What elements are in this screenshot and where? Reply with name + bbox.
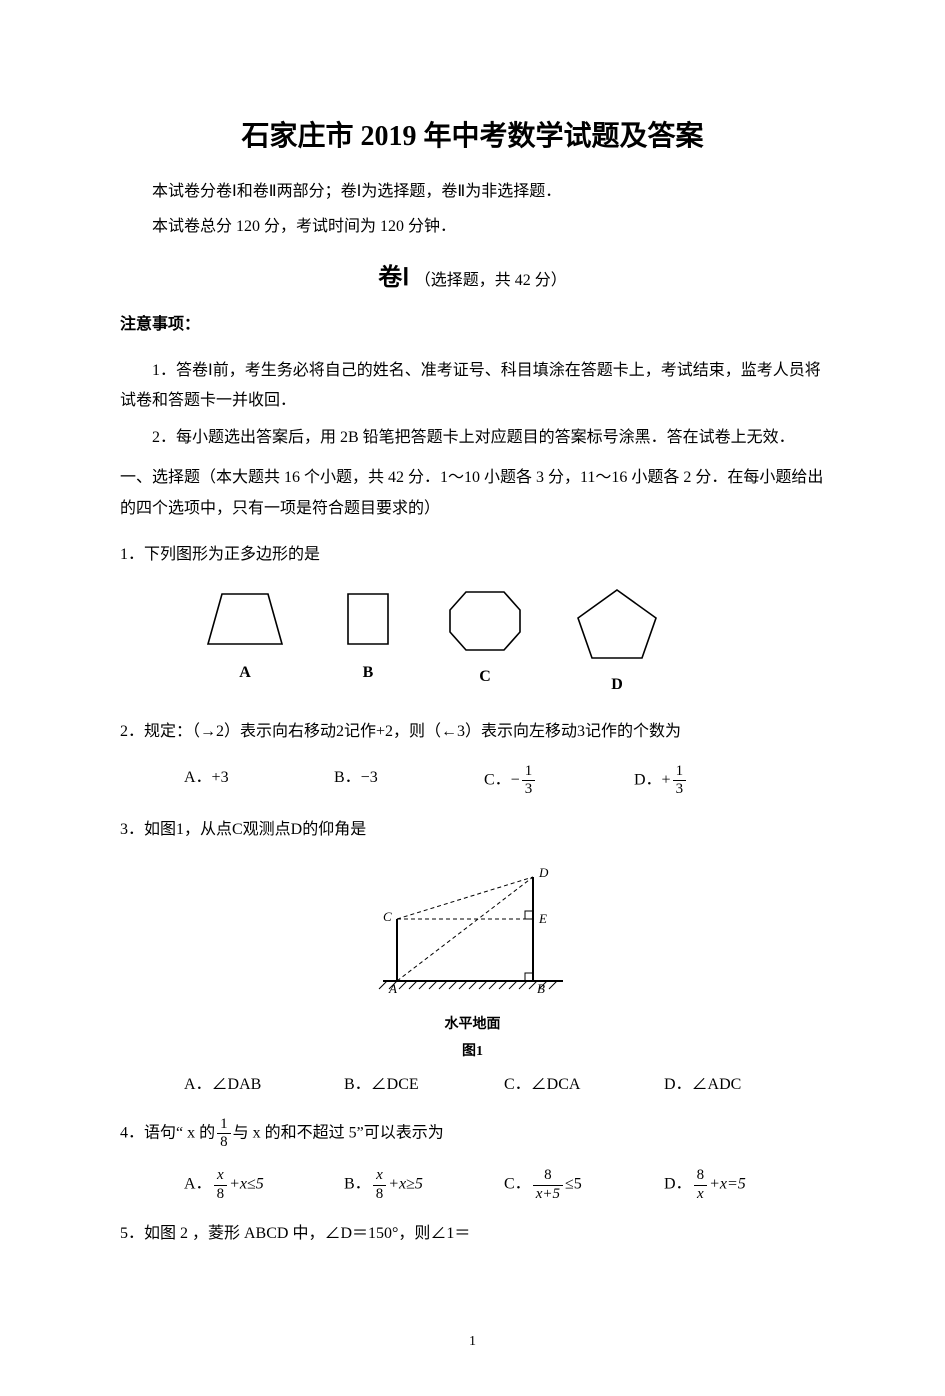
q4-a-num: x	[214, 1167, 228, 1185]
q4-options: A．x8+x≤5 B．x8+x≥5 C．8x+5≤5 D．8x+x=5	[184, 1167, 825, 1203]
q4-d-post: +x=5	[709, 1176, 746, 1193]
q1-label-a: A	[200, 658, 290, 688]
q4-frac-num: 1	[217, 1116, 231, 1134]
q1-label-c: C	[446, 662, 524, 692]
q1-shape-d: D	[572, 586, 662, 700]
q4-c-num: 8	[533, 1167, 563, 1185]
elevation-angle-diagram-icon: A B C D E	[363, 861, 583, 1001]
question-5: 5．如图 2 ，菱形 ABCD 中，∠D＝150°，则∠1＝	[120, 1219, 825, 1249]
q4-c-pre: C．	[504, 1176, 531, 1193]
q4-d-num: 8	[694, 1167, 708, 1185]
section-sub: （选择题，共 42 分）	[415, 272, 567, 289]
q4-d-pre: D．	[664, 1176, 692, 1193]
q3-figure: A B C D E 水平地面 图1	[120, 861, 825, 1066]
section-main: 卷Ⅰ	[378, 265, 409, 291]
question-1: 1．下列图形为正多边形的是 A B C	[120, 540, 825, 701]
q4-a-den: 8	[214, 1186, 228, 1203]
q4-opt-d: D．8x+x=5	[664, 1167, 824, 1203]
pentagon-icon	[572, 586, 662, 664]
q1-shapes: A B C D	[200, 586, 825, 700]
label-c: C	[383, 909, 392, 924]
page-title: 石家庄市 2019 年中考数学试题及答案	[120, 110, 825, 163]
q1-shape-a: A	[200, 586, 290, 700]
q5-text: 5．如图 2 ，菱形 ABCD 中，∠D＝150°，则∠1＝	[120, 1219, 825, 1249]
q2-options: A．+3 B．−3 C．−13 D．+13	[184, 763, 825, 799]
intro-line-1: 本试卷分卷Ⅰ和卷Ⅱ两部分；卷Ⅰ为选择题，卷Ⅱ为非选择题．	[120, 177, 825, 207]
q2-opt-a: A．+3	[184, 763, 334, 799]
octagon-icon	[446, 586, 524, 656]
q2-text: 2．规定：（→2）表示向右移动2记作+2，则（←3）表示向左移动3记作的个数为	[120, 717, 825, 747]
q4-c-post: ≤5	[565, 1176, 582, 1193]
q1-shape-b: B	[338, 586, 398, 700]
section-one-heading: 一、选择题（本大题共 16 个小题，共 42 分．1～10 小题各 3 分，11…	[120, 463, 825, 524]
q4-b-den: 8	[373, 1186, 387, 1203]
q3-opt-c: C．∠DCA	[504, 1070, 664, 1100]
q3-text: 3．如图1，从点C观测点D的仰角是	[120, 815, 825, 845]
page-number: 1	[120, 1329, 825, 1356]
q2-opt-d: D．+13	[634, 763, 784, 799]
q2-opt-b: B．−3	[334, 763, 484, 799]
notice-1: 1．答卷Ⅰ前，考生务必将自己的姓名、准考证号、科目填涂在答题卡上，考试结束，监考…	[120, 356, 825, 417]
q2-c-den: 3	[522, 781, 536, 798]
q4-opt-c: C．8x+5≤5	[504, 1167, 664, 1203]
q4-b-pre: B．	[344, 1176, 371, 1193]
rectangle-icon	[338, 586, 398, 652]
q1-label-d: D	[572, 670, 662, 700]
label-b: B	[537, 981, 545, 996]
q3-fig-caption1: 水平地面	[120, 1012, 825, 1039]
q1-shape-c: C	[446, 586, 524, 700]
label-d: D	[538, 865, 549, 880]
q4-b-num: x	[373, 1167, 387, 1185]
question-4: 4．语句“ x 的18与 x 的和不超过 5”可以表示为 A．x8+x≤5 B．…	[120, 1116, 825, 1203]
q4-text: 4．语句“ x 的18与 x 的和不超过 5”可以表示为	[120, 1116, 825, 1152]
q4-opt-a: A．x8+x≤5	[184, 1167, 344, 1203]
q4-post: 与 x 的和不超过 5”可以表示为	[233, 1124, 444, 1141]
q3-fig-caption2: 图1	[120, 1039, 825, 1066]
question-3: 3．如图1，从点C观测点D的仰角是	[120, 815, 825, 1100]
q4-frac-den: 8	[217, 1134, 231, 1151]
q3-options: A．∠DAB B．∠DCE C．∠DCA D．∠ADC	[184, 1070, 825, 1100]
label-a: A	[388, 981, 397, 996]
q2-c-num: 1	[522, 763, 536, 781]
q4-opt-b: B．x8+x≥5	[344, 1167, 504, 1203]
q2-d-den: 3	[673, 781, 687, 798]
q2-opt-c: C．−13	[484, 763, 634, 799]
label-e: E	[538, 911, 547, 926]
q3-opt-a: A．∠DAB	[184, 1070, 344, 1100]
q4-d-den: x	[694, 1186, 708, 1203]
q4-pre: 4．语句“ x 的	[120, 1124, 215, 1141]
q4-c-den: x+5	[533, 1186, 563, 1203]
notice-header: 注意事项：	[120, 310, 825, 340]
section-header: 卷Ⅰ （选择题，共 42 分）	[120, 256, 825, 302]
q3-opt-b: B．∠DCE	[344, 1070, 504, 1100]
q2-d-num: 1	[673, 763, 687, 781]
trapezoid-icon	[200, 586, 290, 652]
q4-a-post: +x≤5	[229, 1176, 264, 1193]
question-2: 2．规定：（→2）表示向右移动2记作+2，则（←3）表示向左移动3记作的个数为 …	[120, 717, 825, 799]
q1-label-b: B	[338, 658, 398, 688]
q1-text: 1．下列图形为正多边形的是	[120, 540, 825, 570]
q2-c-pre: C．−	[484, 772, 520, 789]
q4-b-post: +x≥5	[388, 1176, 423, 1193]
section-one-text: 一、选择题（本大题共 16 个小题，共 42 分．1～10 小题各 3 分，11…	[120, 469, 823, 516]
q3-opt-d: D．∠ADC	[664, 1070, 824, 1100]
q4-a-pre: A．	[184, 1176, 212, 1193]
notice-2: 2．每小题选出答案后，用 2B 铅笔把答题卡上对应题目的答案标号涂黑．答在试卷上…	[120, 423, 825, 453]
intro-line-2: 本试卷总分 120 分，考试时间为 120 分钟．	[120, 212, 825, 242]
q2-d-pre: D．+	[634, 772, 671, 789]
